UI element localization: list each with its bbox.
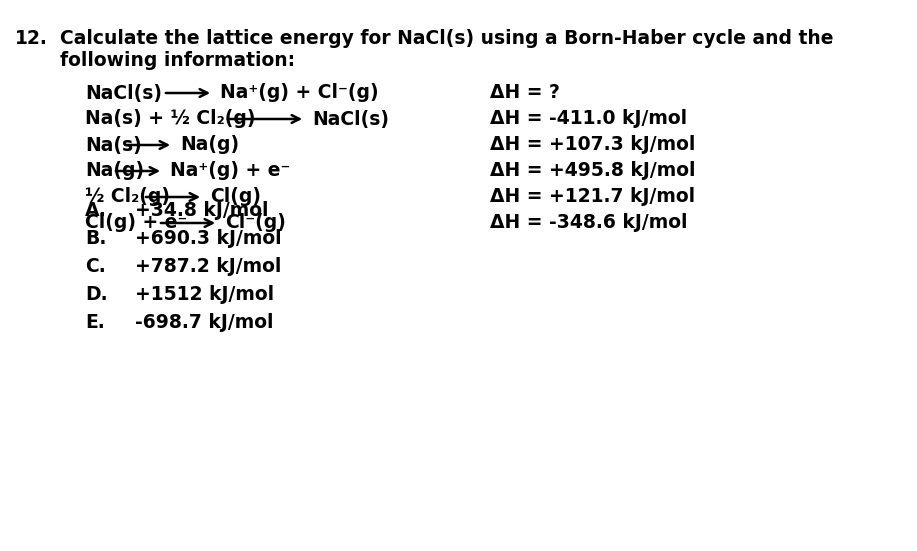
Text: Na⁺(g) + e⁻: Na⁺(g) + e⁻ [170, 161, 291, 181]
Text: Na(s): Na(s) [85, 136, 142, 154]
Text: following information:: following information: [60, 51, 295, 70]
Text: Cl(g) + e⁻: Cl(g) + e⁻ [85, 213, 187, 233]
Text: Na(s) + ½ Cl₂(g): Na(s) + ½ Cl₂(g) [85, 110, 256, 128]
Text: C.: C. [85, 257, 105, 277]
Text: ΔH = +107.3 kJ/mol: ΔH = +107.3 kJ/mol [490, 136, 695, 154]
Text: Cl⁻(g): Cl⁻(g) [225, 213, 286, 233]
Text: D.: D. [85, 285, 107, 305]
Text: Na(g): Na(g) [85, 161, 144, 181]
Text: +690.3 kJ/mol: +690.3 kJ/mol [135, 230, 282, 249]
Text: Cl(g): Cl(g) [210, 187, 261, 207]
Text: +34.8 kJ/mol: +34.8 kJ/mol [135, 202, 269, 220]
Text: ΔH = -411.0 kJ/mol: ΔH = -411.0 kJ/mol [490, 110, 687, 128]
Text: +1512 kJ/mol: +1512 kJ/mol [135, 285, 274, 305]
Text: A.: A. [85, 202, 107, 220]
Text: Na(g): Na(g) [180, 136, 239, 154]
Text: ΔH = -348.6 kJ/mol: ΔH = -348.6 kJ/mol [490, 213, 688, 233]
Text: -698.7 kJ/mol: -698.7 kJ/mol [135, 314, 273, 332]
Text: ½ Cl₂(g): ½ Cl₂(g) [85, 187, 170, 207]
Text: Calculate the lattice energy for NaCl(s) using a Born-Haber cycle and the: Calculate the lattice energy for NaCl(s)… [60, 29, 834, 48]
Text: +787.2 kJ/mol: +787.2 kJ/mol [135, 257, 282, 277]
Text: Na⁺(g) + Cl⁻(g): Na⁺(g) + Cl⁻(g) [220, 84, 379, 102]
Text: ΔH = +121.7 kJ/mol: ΔH = +121.7 kJ/mol [490, 187, 695, 207]
Text: 12.: 12. [15, 29, 48, 48]
Text: NaCl(s): NaCl(s) [85, 84, 162, 102]
Text: NaCl(s): NaCl(s) [312, 110, 389, 128]
Text: ΔH = ?: ΔH = ? [490, 84, 560, 102]
Text: ΔH = +495.8 kJ/mol: ΔH = +495.8 kJ/mol [490, 161, 695, 181]
Text: B.: B. [85, 230, 106, 249]
Text: E.: E. [85, 314, 105, 332]
